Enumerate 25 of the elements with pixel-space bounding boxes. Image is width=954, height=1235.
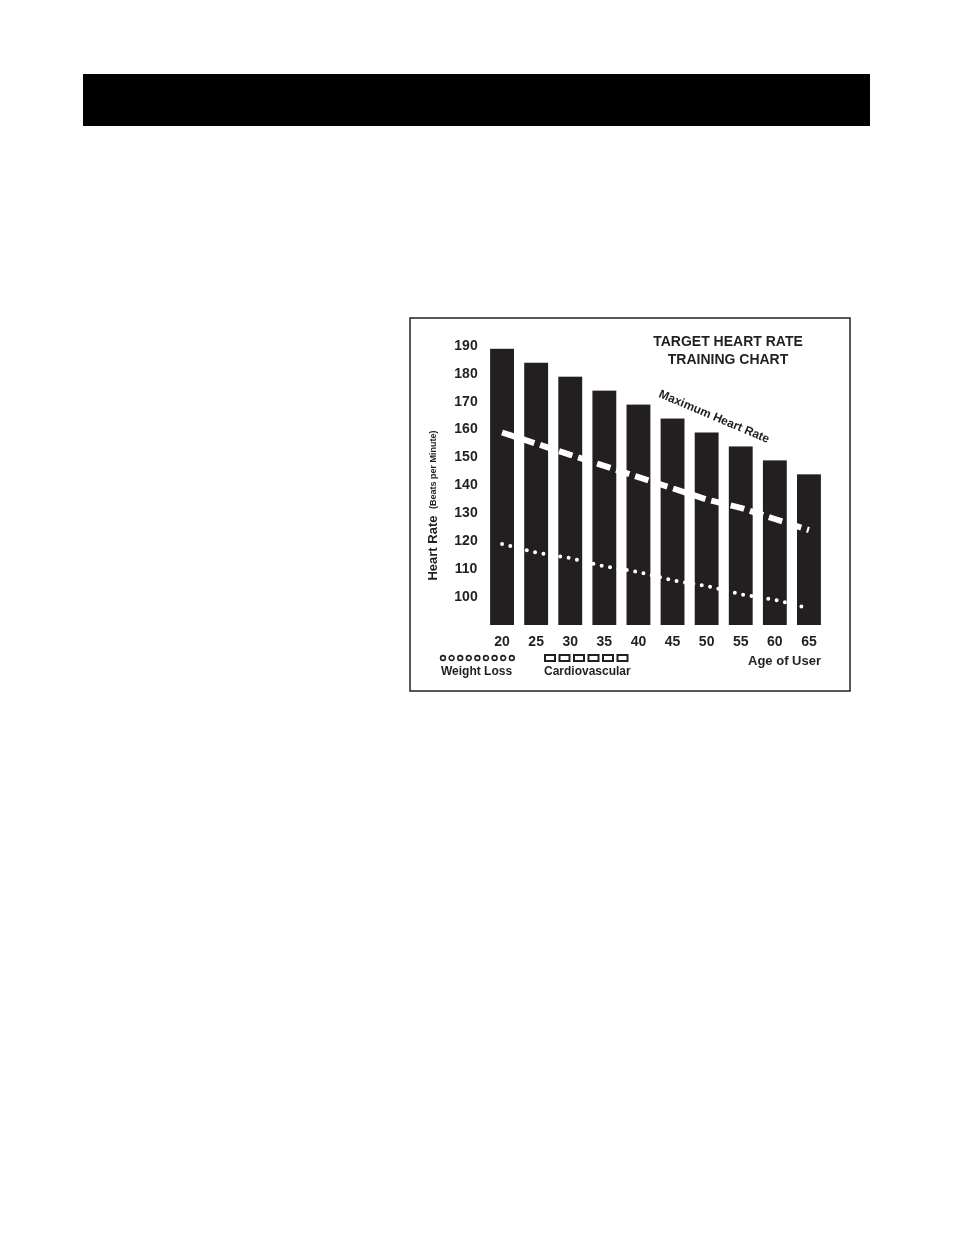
x-tick-label: 30 (562, 632, 579, 649)
x-axis-title: Age of User (748, 653, 821, 669)
y-tick-label: 100 (454, 587, 478, 604)
y-tick-label: 110 (454, 559, 478, 576)
y-tick-label: 130 (454, 504, 478, 521)
y-tick-label: 120 (454, 532, 478, 548)
x-tick-label: 65 (801, 632, 817, 649)
x-tick-label: 35 (596, 632, 613, 649)
x-tick-label: 25 (528, 632, 545, 649)
y-tick-label: 150 (454, 448, 478, 465)
legend-label: Cardiovascular (544, 664, 632, 679)
x-tick-label: 50 (698, 632, 715, 649)
x-tick-label: 20 (494, 632, 511, 649)
y-tick-label: 140 (454, 476, 478, 493)
x-tick-label: 55 (732, 632, 749, 649)
x-tick-label: 60 (767, 632, 783, 649)
chart-title: TARGET HEART RATE TRAINING CHART (653, 332, 803, 367)
y-tick-label: 180 (454, 364, 478, 381)
legend-label: Weight Loss (441, 664, 513, 679)
y-tick-label: 160 (454, 420, 478, 437)
x-tick-label: 40 (630, 632, 647, 649)
y-tick-label: 190 (454, 336, 478, 353)
y-axis-title: Heart Rate (Beats per Minute) (425, 430, 441, 581)
y-tick-label: 170 (454, 392, 478, 409)
x-tick-label: 45 (664, 632, 681, 649)
